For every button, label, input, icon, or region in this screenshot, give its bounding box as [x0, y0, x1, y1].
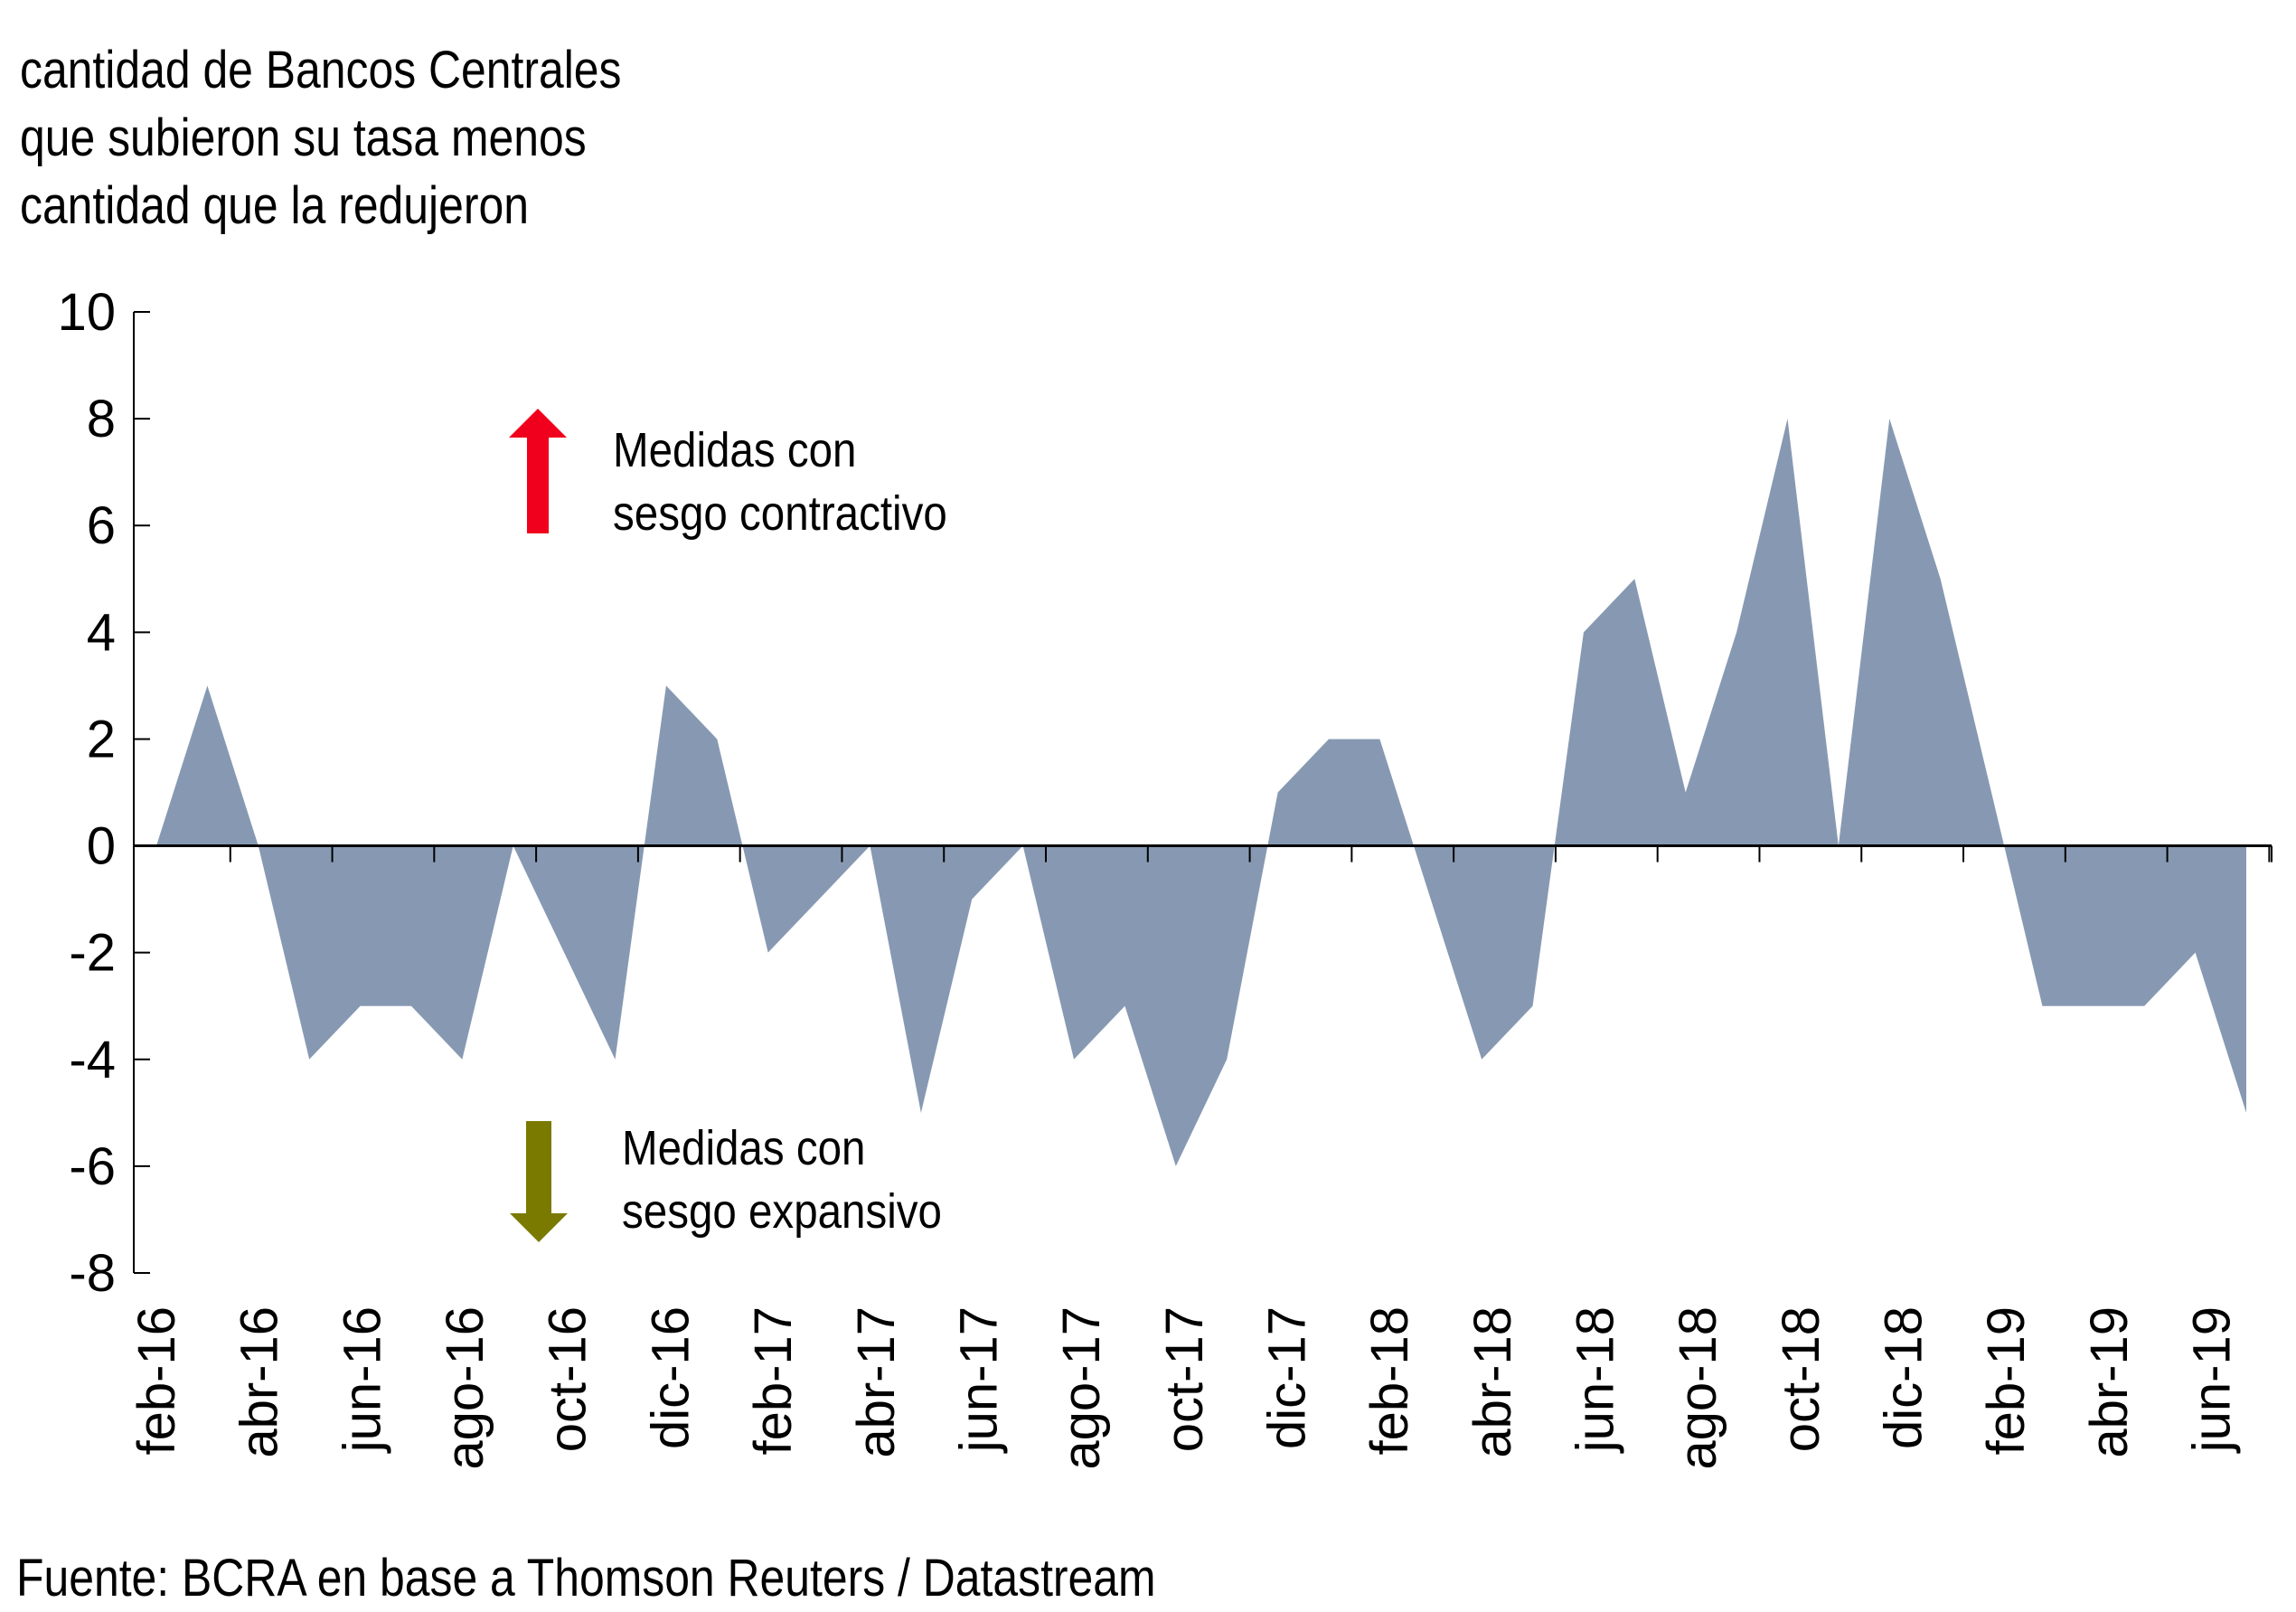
x-tick-label: jun-17: [949, 1306, 1008, 1454]
x-tick-labels: feb-16 abr-16 jun-16 ago-16 oct-16 dic-16 feb-…: [127, 1306, 2242, 1470]
area-series: [156, 419, 2246, 1166]
x-tick-label: abr-17: [847, 1306, 906, 1458]
x-tick-label: feb-18: [1360, 1306, 1419, 1455]
expansive-label-line-2: sesgo expansivo: [622, 1184, 942, 1239]
y-tick-label: -4: [69, 1031, 116, 1089]
axes-layer: [133, 311, 2272, 1274]
x-tick-label: abr-18: [1463, 1306, 1522, 1458]
x-tick-label: oct-18: [1772, 1306, 1830, 1452]
x-tick-label: abr-19: [2080, 1306, 2139, 1458]
y-tick-labels: 10 8 6 4 2 0 -2 -4 -6 -8: [57, 283, 116, 1303]
y-tick-label: 6: [87, 496, 116, 555]
y-tick-label: 8: [87, 390, 116, 448]
y-tick-label: 10: [57, 283, 116, 342]
arrow-layer: [509, 409, 568, 1242]
x-tick-label: oct-16: [539, 1306, 598, 1452]
y-tick-label: -8: [69, 1244, 116, 1303]
y-tick-label: -2: [69, 924, 116, 983]
x-tick-label: feb-19: [1977, 1306, 2036, 1455]
x-tick-label: jun-18: [1567, 1306, 1625, 1454]
x-tick-label: feb-16: [127, 1306, 186, 1455]
source-note: Fuente: BCRA en base a Thomson Reuters /…: [16, 1549, 1156, 1607]
contractive-label-line-1: Medidas con: [613, 423, 857, 477]
x-tick-label: dic-18: [1875, 1306, 1934, 1449]
x-tick-label: ago-17: [1052, 1306, 1111, 1470]
area-layer: [156, 419, 2246, 1166]
x-tick-label: jun-16: [333, 1306, 391, 1454]
x-tick-label: ago-18: [1669, 1306, 1727, 1470]
x-tick-label: dic-16: [641, 1306, 700, 1449]
x-tick-label: feb-17: [744, 1306, 803, 1455]
arrow-down-icon: [510, 1121, 568, 1242]
y-tick-label: 0: [87, 817, 116, 876]
y-tick-label: 4: [87, 603, 116, 662]
chart-title-line-2: que subieron su tasa menos: [20, 108, 587, 167]
x-tick-label: dic-17: [1257, 1306, 1316, 1449]
x-tick-label: ago-16: [436, 1306, 494, 1470]
chart-title-line-1: cantidad de Bancos Centrales: [20, 41, 622, 99]
chart-title-line-3: cantidad que la redujeron: [20, 176, 529, 235]
expansive-label-line-1: Medidas con: [622, 1121, 866, 1175]
contractive-label-line-2: sesgo contractivo: [613, 486, 947, 541]
x-tick-label: abr-16: [231, 1306, 289, 1458]
x-tick-label: jun-19: [2183, 1306, 2242, 1454]
x-tick-label: oct-17: [1155, 1306, 1214, 1452]
y-tick-label: -6: [69, 1137, 116, 1196]
y-tick-label: 2: [87, 710, 116, 768]
arrow-up-icon: [509, 409, 567, 533]
